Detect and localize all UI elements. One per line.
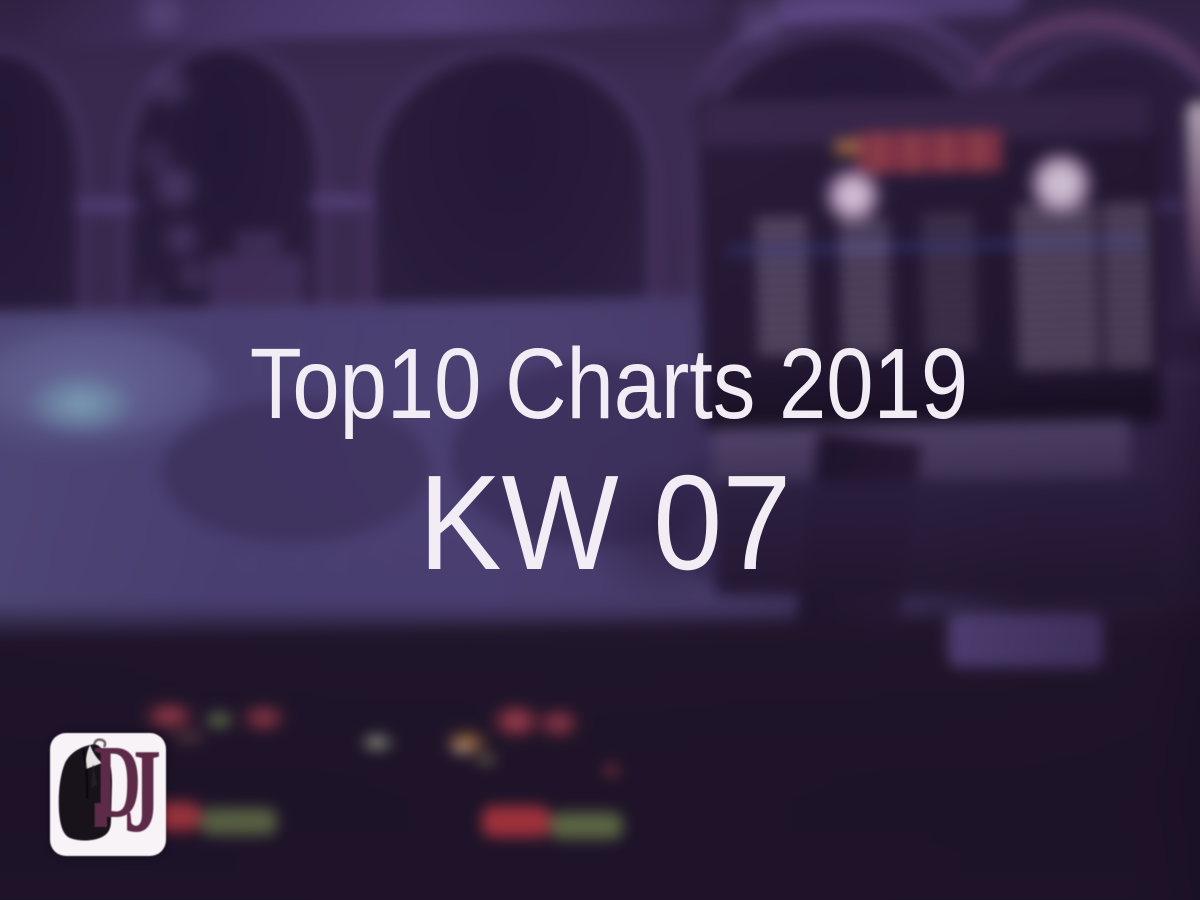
dj-logo: D J — [50, 733, 166, 856]
shirt-collar — [85, 745, 102, 769]
mixer-led-green — [206, 712, 232, 728]
speaker-structure — [235, 230, 282, 262]
mixer-led-red — [492, 704, 540, 738]
bokeh-light — [150, 162, 201, 212]
speaker-structure — [208, 255, 304, 312]
lapel-line — [82, 748, 89, 800]
cyan-light-spot — [28, 375, 133, 434]
bokeh-light — [136, 282, 164, 310]
logo-letter-j: J — [124, 733, 161, 856]
mixer-led-dim — [173, 729, 205, 744]
mixer-led-white — [453, 743, 470, 754]
bokeh-light — [146, 62, 195, 111]
bokeh-light — [175, 257, 211, 293]
mixer-bar-red — [482, 806, 551, 838]
letter-d-stem — [94, 803, 108, 827]
tie — [91, 764, 97, 788]
mixer-led-white — [368, 737, 385, 747]
cable-smudge — [584, 462, 740, 608]
mixer-bar-green — [200, 808, 278, 836]
wall-ornament — [308, 187, 375, 208]
mixer-bar-green — [550, 812, 623, 840]
logo-letter-d: D — [94, 733, 141, 840]
table-shadow — [715, 481, 1161, 595]
dj-logo-graphic: D J — [58, 733, 161, 856]
bokeh-light — [134, 137, 176, 179]
hanger-icon — [92, 738, 107, 748]
mixer-led-red — [144, 702, 195, 730]
mixer-led-red — [241, 704, 286, 732]
cover-subtitle: KW 07 — [418, 447, 792, 598]
bokeh-light — [161, 218, 203, 260]
mixer-led-yellow — [475, 754, 497, 765]
monitor-glow — [947, 613, 1104, 668]
cover-title: Top10 Charts 2019 — [249, 328, 969, 440]
right-edge-shadow — [1146, 325, 1200, 900]
wall-ornament — [74, 191, 141, 212]
bokeh-light — [730, 0, 789, 49]
mixer-led-red — [537, 708, 580, 738]
mixer-led-red — [604, 764, 619, 777]
